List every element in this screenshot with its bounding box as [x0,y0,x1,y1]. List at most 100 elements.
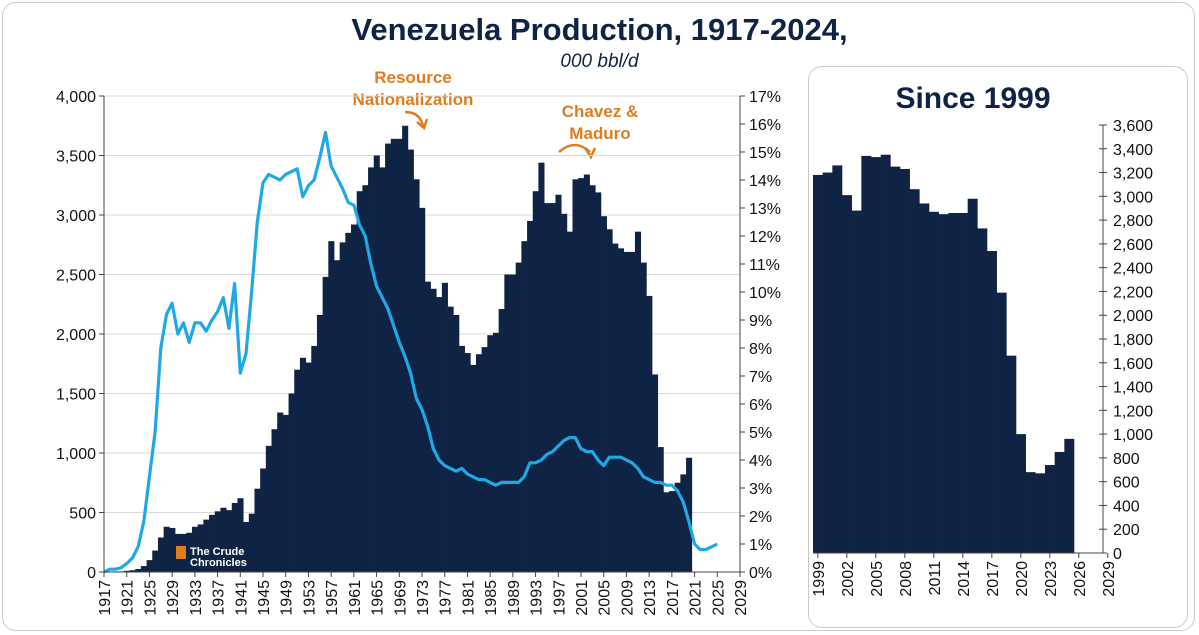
y2-tick-label: 8% [749,341,772,358]
inset-title: Since 1999 [895,82,1051,115]
bar [566,231,573,572]
bar [544,203,551,572]
inset-y-tick-label: 800 [1113,451,1140,468]
bar [470,364,477,572]
bar [339,242,346,572]
bar [430,288,437,572]
x-tick-label: 2021 [688,580,705,616]
bar [549,203,556,572]
inset-y-tick-label: 0 [1113,546,1122,563]
inset-y-tick-label: 1,400 [1113,380,1153,397]
bar [140,566,147,572]
bar [669,491,676,572]
bar [561,213,568,572]
inset-panel [808,66,1188,628]
y2-tick-label: 11% [749,257,780,274]
bar [595,192,602,572]
bar [527,220,534,572]
bar [265,445,272,572]
x-tick-label: 1993 [529,580,546,616]
inset-bar [967,198,978,553]
logo-line2: Chronicles [190,557,247,569]
inset-y-tick-label: 1,200 [1113,403,1153,420]
bar [356,191,363,572]
x-tick-label: 1973 [415,580,432,616]
annotation-arrowhead-chavez [583,147,597,160]
bar [646,295,653,572]
y2-tick-label: 12% [749,229,781,246]
x-tick-label: 1977 [438,580,455,616]
x-tick-label: 1981 [460,580,477,616]
inset-bar [1025,472,1036,553]
bar [390,138,397,572]
inset-y-tick-label: 3,400 [1113,142,1153,159]
y2-tick-label: 6% [749,397,772,414]
logo-icon [176,546,186,559]
bar [209,514,216,572]
inset-bar [1054,451,1065,553]
bar [248,513,255,572]
bar [578,178,585,573]
inset-y-tick-label: 1,000 [1113,427,1153,444]
chart-title: Venezuela Production, 1917-2024, [351,12,848,47]
bar [396,138,403,572]
inset-x-tick-label: 2023 [1043,561,1060,597]
inset-y-tick-label: 600 [1113,475,1140,492]
y-tick-label: 0 [87,565,96,582]
bar [634,231,642,572]
inset-y-tick-label: 400 [1113,498,1140,515]
x-tick-label: 1989 [506,580,523,616]
inset-bar [1064,438,1075,553]
chart-subtitle: 000 bbl/d [560,51,639,72]
bar [413,179,420,573]
bar [243,522,250,572]
inset-bar [1016,434,1026,553]
inset-x-tick-label: 2026 [1072,561,1089,597]
x-tick-label: 1945 [256,580,273,616]
bar [600,216,607,572]
inset-y-tick-label: 2,800 [1113,213,1153,230]
inset-x-tick-label: 2017 [985,561,1002,597]
bar [282,414,289,572]
x-tick-label: 1941 [233,580,250,616]
bar [220,507,227,572]
x-tick-label: 1969 [392,580,409,616]
inset-bar [842,195,852,553]
bar [680,474,687,572]
bar [214,511,221,572]
inset-bar [900,168,910,553]
y-tick-label: 3,000 [56,208,96,225]
bar [157,537,165,572]
bar [294,369,301,572]
inset-y-tick-label: 1,600 [1113,356,1153,373]
annotation-nationalization-line1: Resource [374,68,451,87]
inset-y-tick-label: 2,600 [1113,237,1153,254]
bar [333,260,341,572]
bar [402,125,409,572]
y-tick-label: 2,000 [56,327,96,344]
bar [617,248,624,572]
bar [129,570,136,572]
inset-x-tick-label: 2014 [956,561,973,597]
x-tick-label: 1925 [142,580,159,616]
bar [629,251,636,572]
inset-bar [871,157,881,553]
x-tick-label: 2001 [574,580,591,616]
bar [441,282,448,572]
inset-x-tick-label: 2002 [840,561,857,597]
bar [464,353,471,572]
bar [407,149,414,573]
bar [123,570,130,572]
bar [492,332,500,572]
inset-bar [861,155,872,553]
y2-tick-label: 14% [749,173,781,190]
y2-tick-label: 4% [749,453,772,470]
bar [299,357,306,572]
inset-bar [813,174,823,553]
bar [345,232,352,572]
inset-bar [938,214,949,553]
inset-bar [880,154,891,553]
x-tick-label: 1985 [483,580,500,616]
inset-y-tick-label: 3,600 [1113,118,1153,135]
bar [498,309,505,572]
